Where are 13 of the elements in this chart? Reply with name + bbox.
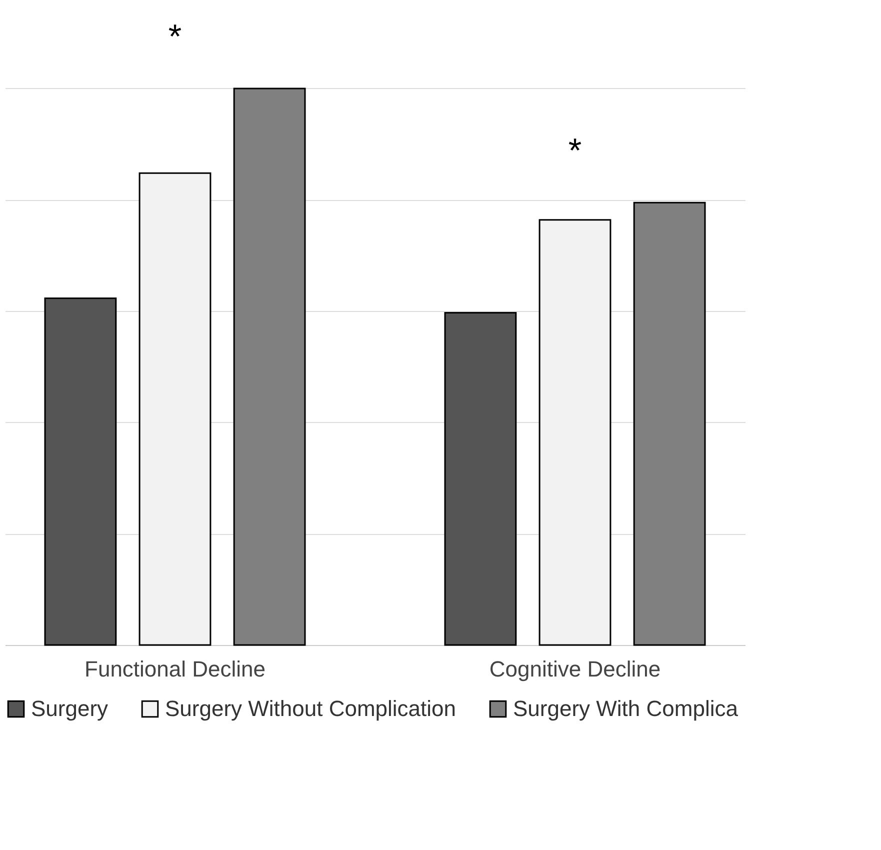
bar [44,298,117,646]
legend-label: Surgery With Complica [513,696,739,721]
bar [233,88,306,646]
legend-label: Surgery [31,696,108,721]
text: * [168,18,182,56]
bar [633,202,706,646]
bar [444,312,517,646]
x-tick-label: Cognitive Decline [489,656,661,682]
x-tick-label: Functional Decline [84,656,266,682]
annotation: * [568,132,582,170]
bar [138,172,212,646]
bar [538,219,612,646]
legend-label: Surgery Without Complication [165,696,456,721]
